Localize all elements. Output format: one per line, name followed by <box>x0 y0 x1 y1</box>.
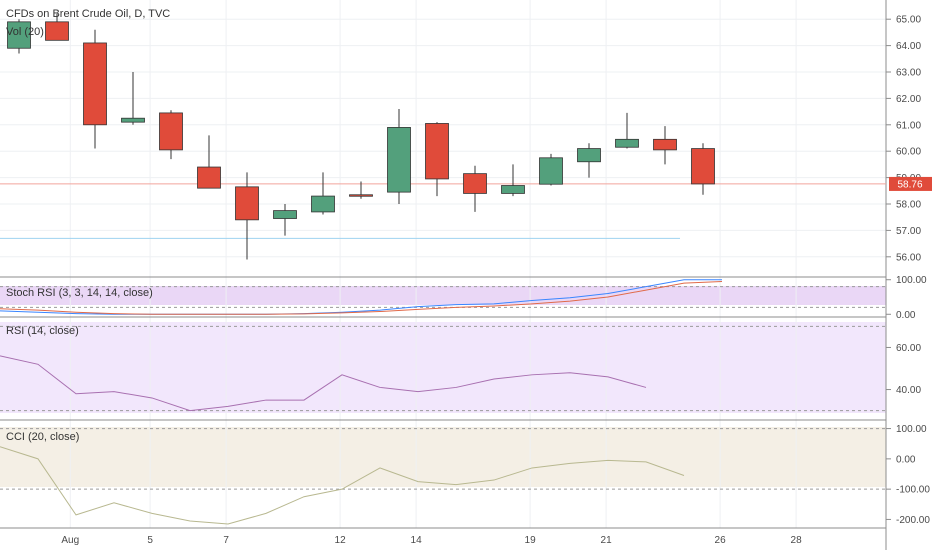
y-tick-label: 100.00 <box>896 275 927 286</box>
cci-title: CCI (20, close) <box>6 431 79 443</box>
candle-body <box>425 123 449 180</box>
x-tick-label: 26 <box>715 535 727 546</box>
stoch-rsi-title: Stoch RSI (3, 3, 14, 14, close) <box>6 287 153 299</box>
rsi-title: RSI (14, close) <box>6 325 79 337</box>
candle-body <box>349 194 373 197</box>
y-tick-label: 65.00 <box>896 15 921 26</box>
x-tick-label: 12 <box>335 535 347 546</box>
candle-body <box>7 21 31 49</box>
candle-body <box>539 157 563 185</box>
candles <box>7 13 715 260</box>
last-price-badge <box>889 176 932 191</box>
price-axis-background <box>886 0 932 550</box>
y-tick-label: 64.00 <box>896 41 921 52</box>
x-tick-label: 7 <box>223 535 229 546</box>
candle-body <box>273 210 297 219</box>
candle-body <box>653 138 677 151</box>
main-chart-title: CFDs on Brent Crude Oil, D, TVC <box>6 8 170 20</box>
stoch-band <box>0 286 886 305</box>
y-tick-label: -100.00 <box>896 485 930 496</box>
candle-body <box>235 186 259 221</box>
candle-body <box>615 138 639 148</box>
y-tick-label: 60.00 <box>896 343 921 354</box>
x-tick-label: 28 <box>791 535 803 546</box>
x-tick-label: Aug <box>61 535 79 546</box>
y-tick-label: 0.00 <box>896 310 916 321</box>
indicator-series-line <box>0 355 647 412</box>
cci-band <box>0 427 886 487</box>
y-tick-label: 58.00 <box>896 200 921 211</box>
indicator-series-line <box>0 446 685 525</box>
candle-body <box>159 112 183 151</box>
indicator-series-line <box>0 280 723 315</box>
last-price-label: 58.76 <box>897 179 922 190</box>
grid-lines <box>0 0 886 528</box>
indicator-lines <box>0 279 723 525</box>
volume-label: Vol (20) <box>6 26 44 38</box>
y-tick-label: 100.00 <box>896 424 927 435</box>
x-tick-label: 19 <box>525 535 537 546</box>
rsi-band <box>0 322 886 413</box>
candle-body <box>691 148 715 185</box>
y-tick-label: 63.00 <box>896 68 921 79</box>
y-tick-label: 0.00 <box>896 454 916 465</box>
candle-body <box>577 148 601 163</box>
x-tick-label: 21 <box>601 535 613 546</box>
candle-body <box>311 195 335 213</box>
y-tick-label: 56.00 <box>896 252 921 263</box>
candle-body <box>121 117 145 123</box>
x-axis-labels: Aug 5 7 12 14 19 21 26 28 <box>61 535 802 546</box>
y-tick-label: 60.00 <box>896 147 921 158</box>
indicator-series-line <box>0 279 722 315</box>
candle-body <box>83 42 107 126</box>
y-tick-label: 40.00 <box>896 385 921 396</box>
x-tick-label: 14 <box>411 535 423 546</box>
candle-body <box>387 127 411 193</box>
y-tick-label: 57.00 <box>896 226 921 237</box>
band-lines <box>0 286 886 490</box>
y-tick-label: 61.00 <box>896 120 921 131</box>
y-tick-label: -200.00 <box>896 515 930 526</box>
candle-body <box>45 21 69 41</box>
candle-body <box>197 166 221 189</box>
candle-body <box>463 173 487 194</box>
y-tick-label: 62.00 <box>896 94 921 105</box>
candle-body <box>501 185 525 194</box>
x-tick-label: 5 <box>147 535 153 546</box>
